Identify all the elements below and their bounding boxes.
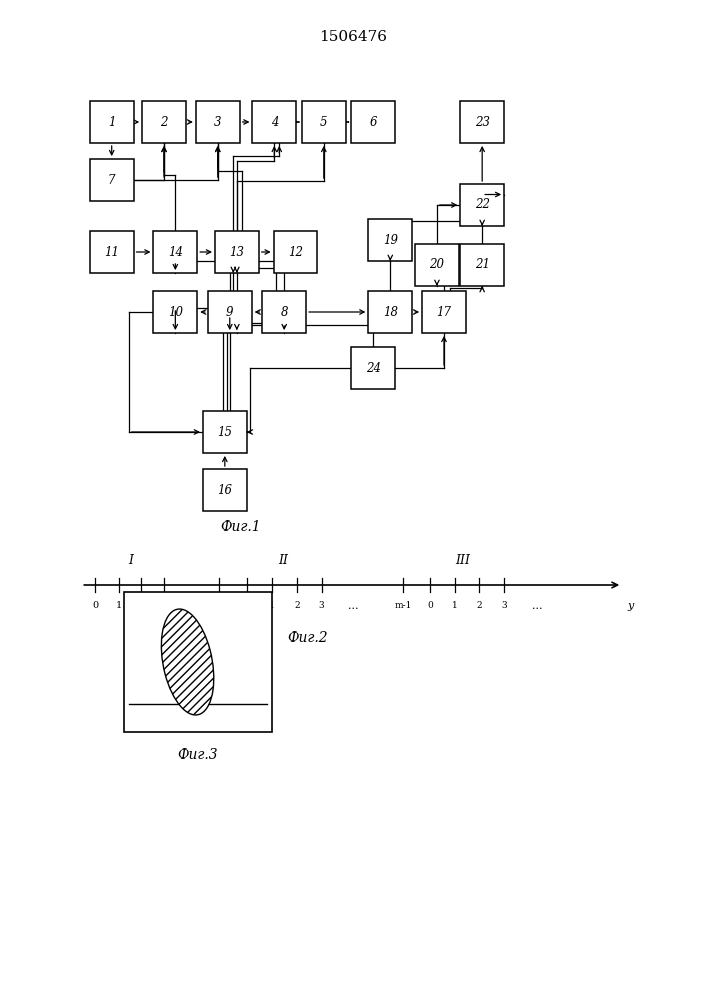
Bar [203,469,247,511]
Text: 2: 2 [477,601,482,610]
Text: 3: 3 [319,601,325,610]
Text: 2: 2 [139,601,144,610]
Bar [302,101,346,143]
Text: 16: 16 [217,484,233,496]
Bar [460,101,504,143]
Bar [203,411,247,453]
Text: 21: 21 [474,258,490,271]
Bar [262,291,306,333]
Bar [90,159,134,201]
Text: 19: 19 [382,233,398,246]
Text: 12: 12 [288,245,303,258]
Text: 11: 11 [104,245,119,258]
Text: 3: 3 [501,601,507,610]
Text: 9: 9 [226,306,233,318]
Text: 1506476: 1506476 [320,30,387,44]
Bar [368,291,412,333]
Text: III: III [455,554,471,567]
Bar [460,184,504,226]
Bar [415,244,459,286]
Text: Фиг.1: Фиг.1 [220,520,261,534]
Bar [124,592,272,732]
Text: m-1: m-1 [395,601,411,610]
Text: 1: 1 [269,601,275,610]
Text: 1: 1 [108,115,115,128]
Text: 10: 10 [168,306,183,318]
Bar [208,291,252,333]
Bar [215,231,259,273]
Bar [142,101,186,143]
Bar [460,244,504,286]
Text: 22: 22 [474,198,490,212]
Bar [153,291,197,333]
Text: y: y [628,601,633,611]
Bar [90,101,134,143]
Bar [351,347,395,389]
Text: ...: ... [179,601,189,611]
Text: 18: 18 [382,306,398,318]
Bar [90,231,134,273]
Text: 14: 14 [168,245,183,258]
Text: 5: 5 [320,115,327,128]
Text: 24: 24 [366,361,381,374]
Text: 0: 0 [427,601,433,610]
Text: 20: 20 [429,258,445,271]
Text: 1: 1 [452,601,457,610]
Bar [351,101,395,143]
Text: 1: 1 [116,601,122,610]
Text: 15: 15 [217,426,233,438]
Text: Фиг.3: Фиг.3 [177,748,218,762]
Text: 0: 0 [245,601,250,610]
Bar [368,219,412,261]
Text: 13: 13 [229,245,245,258]
Text: II: II [278,554,288,567]
Bar [196,101,240,143]
Text: 0: 0 [93,601,98,610]
Bar [422,291,466,333]
Text: Фиг.2: Фиг.2 [287,631,328,645]
Text: 2: 2 [294,601,300,610]
Text: 6: 6 [370,115,377,128]
Text: 8: 8 [281,306,288,318]
Text: 3: 3 [161,601,167,610]
Text: 3: 3 [214,115,221,128]
Text: ...: ... [349,601,358,611]
Ellipse shape [161,609,214,715]
Bar [274,231,317,273]
Text: 23: 23 [474,115,490,128]
Text: 4: 4 [271,115,278,128]
Text: I: I [128,554,134,567]
Text: 2: 2 [160,115,168,128]
Text: 7: 7 [108,174,115,186]
Bar [252,101,296,143]
Text: 17: 17 [436,306,452,318]
Bar [153,231,197,273]
Text: m-1: m-1 [211,601,228,610]
Text: ...: ... [532,601,542,611]
